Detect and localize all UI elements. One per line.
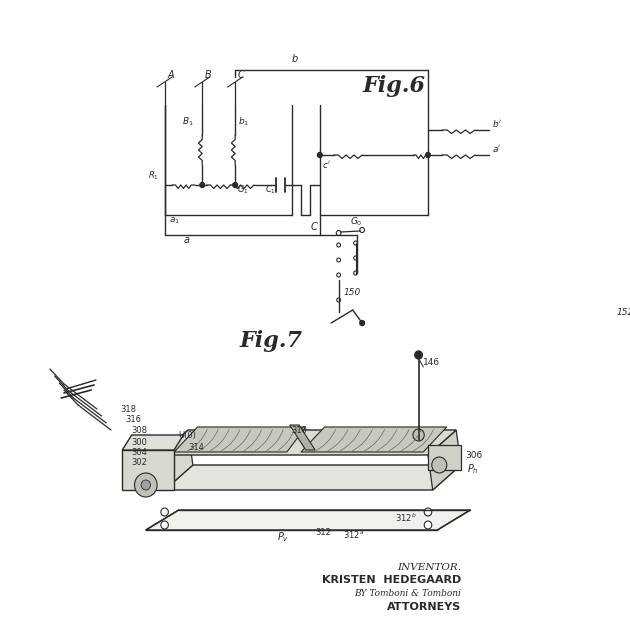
Text: 300: 300 [132, 438, 147, 447]
Circle shape [337, 298, 340, 302]
Circle shape [161, 521, 168, 529]
Text: 314: 314 [188, 443, 204, 452]
Circle shape [233, 183, 238, 188]
Circle shape [337, 258, 340, 262]
Text: 152: 152 [617, 308, 630, 317]
Text: 150: 150 [343, 288, 360, 297]
Text: 308: 308 [132, 426, 147, 435]
Polygon shape [160, 430, 456, 455]
Circle shape [318, 152, 322, 158]
Text: 304: 304 [132, 448, 147, 457]
Text: ATTORNEYS: ATTORNEYS [387, 602, 461, 612]
Text: $b'$: $b'$ [492, 118, 502, 129]
Text: Fig.7: Fig.7 [240, 330, 303, 352]
Polygon shape [122, 450, 174, 490]
Polygon shape [428, 430, 461, 490]
Text: $P_h$: $P_h$ [467, 462, 479, 476]
Text: $a'$: $a'$ [492, 143, 501, 154]
Circle shape [413, 429, 424, 441]
Text: U(0): U(0) [179, 431, 197, 440]
Text: A: A [168, 70, 174, 80]
Text: $G_1$: $G_1$ [237, 183, 249, 195]
Circle shape [161, 508, 168, 516]
Text: 306: 306 [466, 451, 483, 460]
Circle shape [141, 480, 151, 490]
Text: $B_1$: $B_1$ [181, 116, 193, 129]
Circle shape [424, 508, 432, 516]
Circle shape [337, 273, 340, 277]
Circle shape [360, 321, 365, 326]
Circle shape [424, 521, 432, 529]
Polygon shape [301, 427, 447, 452]
Text: $b_1$: $b_1$ [238, 116, 249, 129]
Circle shape [200, 183, 205, 188]
Polygon shape [174, 427, 306, 452]
Text: $R_1$: $R_1$ [147, 169, 159, 181]
Text: a: a [183, 235, 190, 245]
Polygon shape [146, 510, 471, 530]
Text: 302: 302 [132, 458, 147, 467]
Circle shape [135, 473, 157, 497]
Circle shape [353, 256, 357, 260]
Text: KRISTEN  HEDEGAARD: KRISTEN HEDEGAARD [322, 575, 461, 585]
Text: 310: 310 [292, 426, 307, 435]
Circle shape [353, 271, 357, 275]
Text: $P_v$: $P_v$ [277, 530, 289, 544]
Text: b: b [292, 54, 298, 64]
Circle shape [415, 351, 422, 359]
Polygon shape [122, 435, 183, 450]
Text: BY Tomboni & Tomboni: BY Tomboni & Tomboni [354, 589, 461, 598]
Text: C: C [238, 70, 244, 80]
Text: $312^a$: $312^a$ [343, 529, 365, 540]
Text: 316: 316 [125, 415, 141, 424]
Text: Fig.6: Fig.6 [362, 75, 425, 97]
Polygon shape [160, 430, 193, 490]
Circle shape [432, 457, 447, 473]
Text: 318: 318 [120, 405, 137, 414]
Circle shape [360, 227, 365, 232]
Polygon shape [164, 465, 461, 490]
Circle shape [337, 243, 340, 247]
Circle shape [336, 231, 341, 236]
Polygon shape [428, 445, 461, 470]
Text: B: B [205, 70, 212, 80]
Text: 146: 146 [423, 358, 440, 367]
Circle shape [353, 241, 357, 245]
Text: C: C [311, 222, 317, 232]
Polygon shape [290, 425, 315, 450]
Text: $a_1$: $a_1$ [169, 216, 180, 227]
Text: INVENTOR.: INVENTOR. [397, 563, 461, 572]
Text: 312: 312 [315, 528, 331, 537]
Text: $C_1$: $C_1$ [265, 183, 276, 195]
Text: $c'$: $c'$ [322, 159, 331, 170]
Text: $G_0$: $G_0$ [350, 216, 362, 229]
Circle shape [426, 152, 430, 158]
Text: $312^b$: $312^b$ [395, 512, 416, 524]
